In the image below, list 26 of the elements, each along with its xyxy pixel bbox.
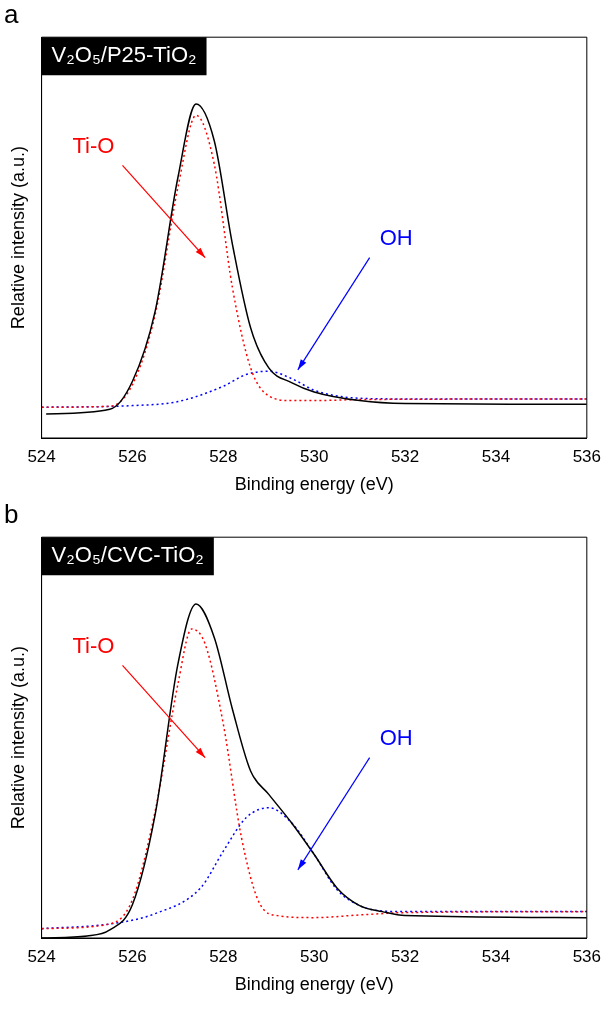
x-tick-label: 526 (118, 446, 147, 466)
x-tick-label: 534 (481, 946, 511, 966)
annotation: Ti-O (72, 632, 115, 658)
x-tick-label: 530 (300, 446, 329, 466)
x-tick-label: 528 (209, 946, 238, 966)
annotation: OH (379, 724, 413, 750)
chart-title: a (4, 0, 19, 29)
x-tick-label: 528 (209, 446, 238, 466)
x-tick-label: 532 (390, 946, 420, 966)
chart-subtitle: V₂O₅/P25-TiO₂ (51, 42, 197, 68)
y-axis-title: Relative intensity (a.u.) (7, 146, 28, 330)
x-axis-title: Binding energy (eV) (234, 974, 394, 995)
annotation: Ti-O (72, 132, 115, 158)
x-tick-label: 526 (118, 946, 147, 966)
x-tick-label: 536 (572, 946, 602, 966)
chart-subtitle: V₂O₅/CVC-TiO₂ (51, 542, 204, 568)
x-tick-label: 524 (27, 946, 56, 966)
x-tick-label: 534 (481, 446, 511, 466)
annotation: OH (379, 224, 413, 250)
x-tick-label: 532 (390, 446, 420, 466)
chart-title: b (4, 498, 19, 529)
x-tick-label: 536 (572, 446, 602, 466)
y-axis-title: Relative intensity (a.u.) (7, 646, 28, 830)
x-axis-title: Binding energy (eV) (234, 474, 394, 495)
x-tick-label: 524 (27, 446, 56, 466)
x-tick-label: 530 (300, 946, 329, 966)
